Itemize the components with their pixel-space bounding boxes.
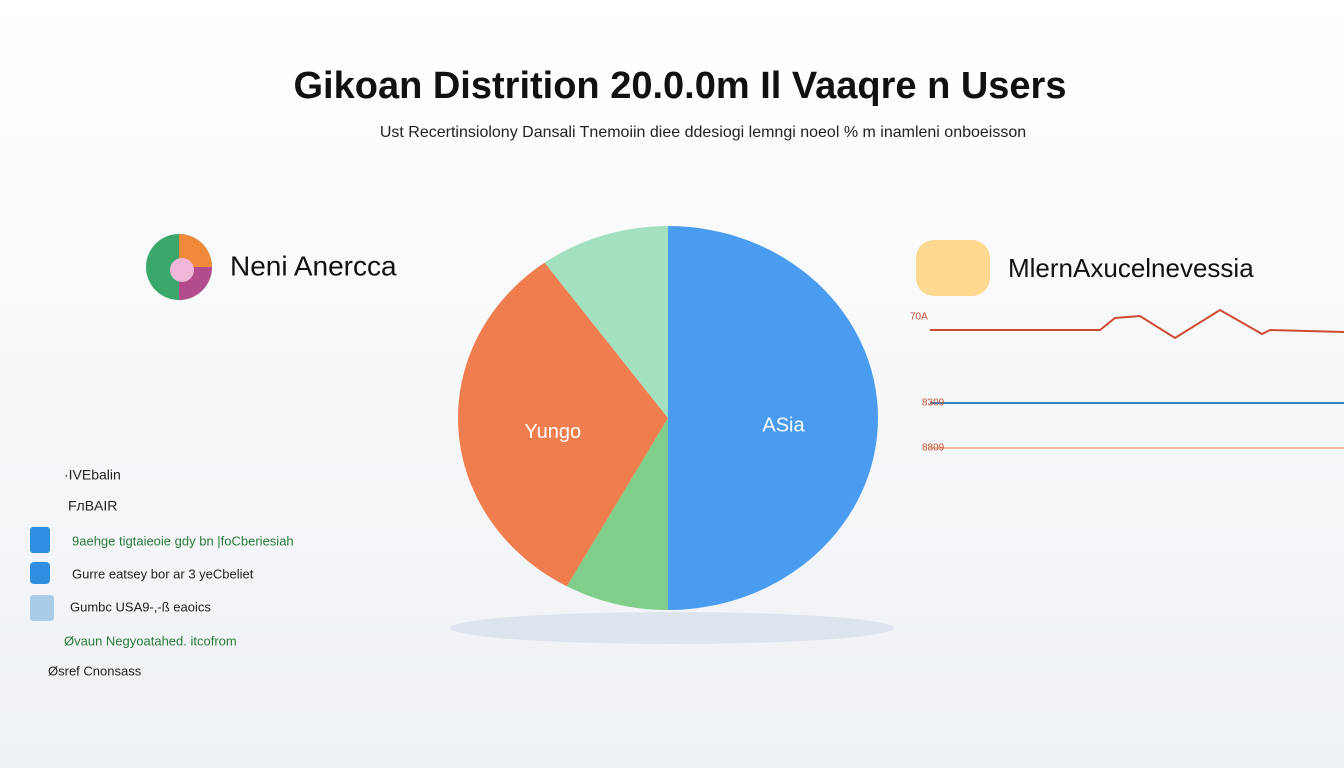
slice-label: ASia	[762, 414, 805, 436]
list-icon	[30, 595, 54, 621]
pie-slice	[668, 226, 878, 610]
list-icon	[30, 562, 50, 584]
slice-label: Yungo	[524, 421, 581, 443]
trend-line	[930, 308, 1344, 340]
list-item: FлBAIR	[68, 498, 117, 514]
left-callout-label: Neni Anercca	[230, 250, 397, 281]
pie-slice	[566, 418, 668, 610]
pie-chart: ASia Yungo	[457, 226, 878, 610]
left-icon	[146, 234, 212, 300]
line-label: 8809	[922, 443, 945, 454]
list-icon	[30, 527, 50, 553]
list-item: Øsref Cnonsass	[48, 663, 142, 678]
pie-shadow	[450, 612, 894, 644]
right-callout-label: MlernAxucelnevessia	[1008, 253, 1254, 283]
pie-slice	[457, 262, 668, 587]
title: Gikoan Distrition 20.0.0m Il Vaaqre n Us…	[294, 65, 1067, 107]
list-item: 9aehge tigtaieoie gdy bn |foCberiesiah	[72, 533, 294, 548]
subtitle: Ust Recertinsiolony Dansali Tnemoiin die…	[380, 124, 1026, 141]
line-label: 8309	[922, 398, 945, 409]
list-item: ·IVEbalin	[64, 467, 121, 483]
right-icon	[916, 240, 990, 296]
legend-list: ·IVEbalin FлBAIR 9aehge tigtaieoie gdy bn …	[48, 467, 294, 679]
list-item: Gumbc USA9-,-ß eaoics	[70, 599, 211, 614]
line-label: 70A	[910, 312, 928, 323]
pie-slice	[544, 226, 668, 418]
list-item: Øvaun Negyoatahed. itcofrom	[64, 633, 237, 648]
list-item: Gurre eatsey bor ar 3 yeCbeliet	[72, 566, 254, 581]
